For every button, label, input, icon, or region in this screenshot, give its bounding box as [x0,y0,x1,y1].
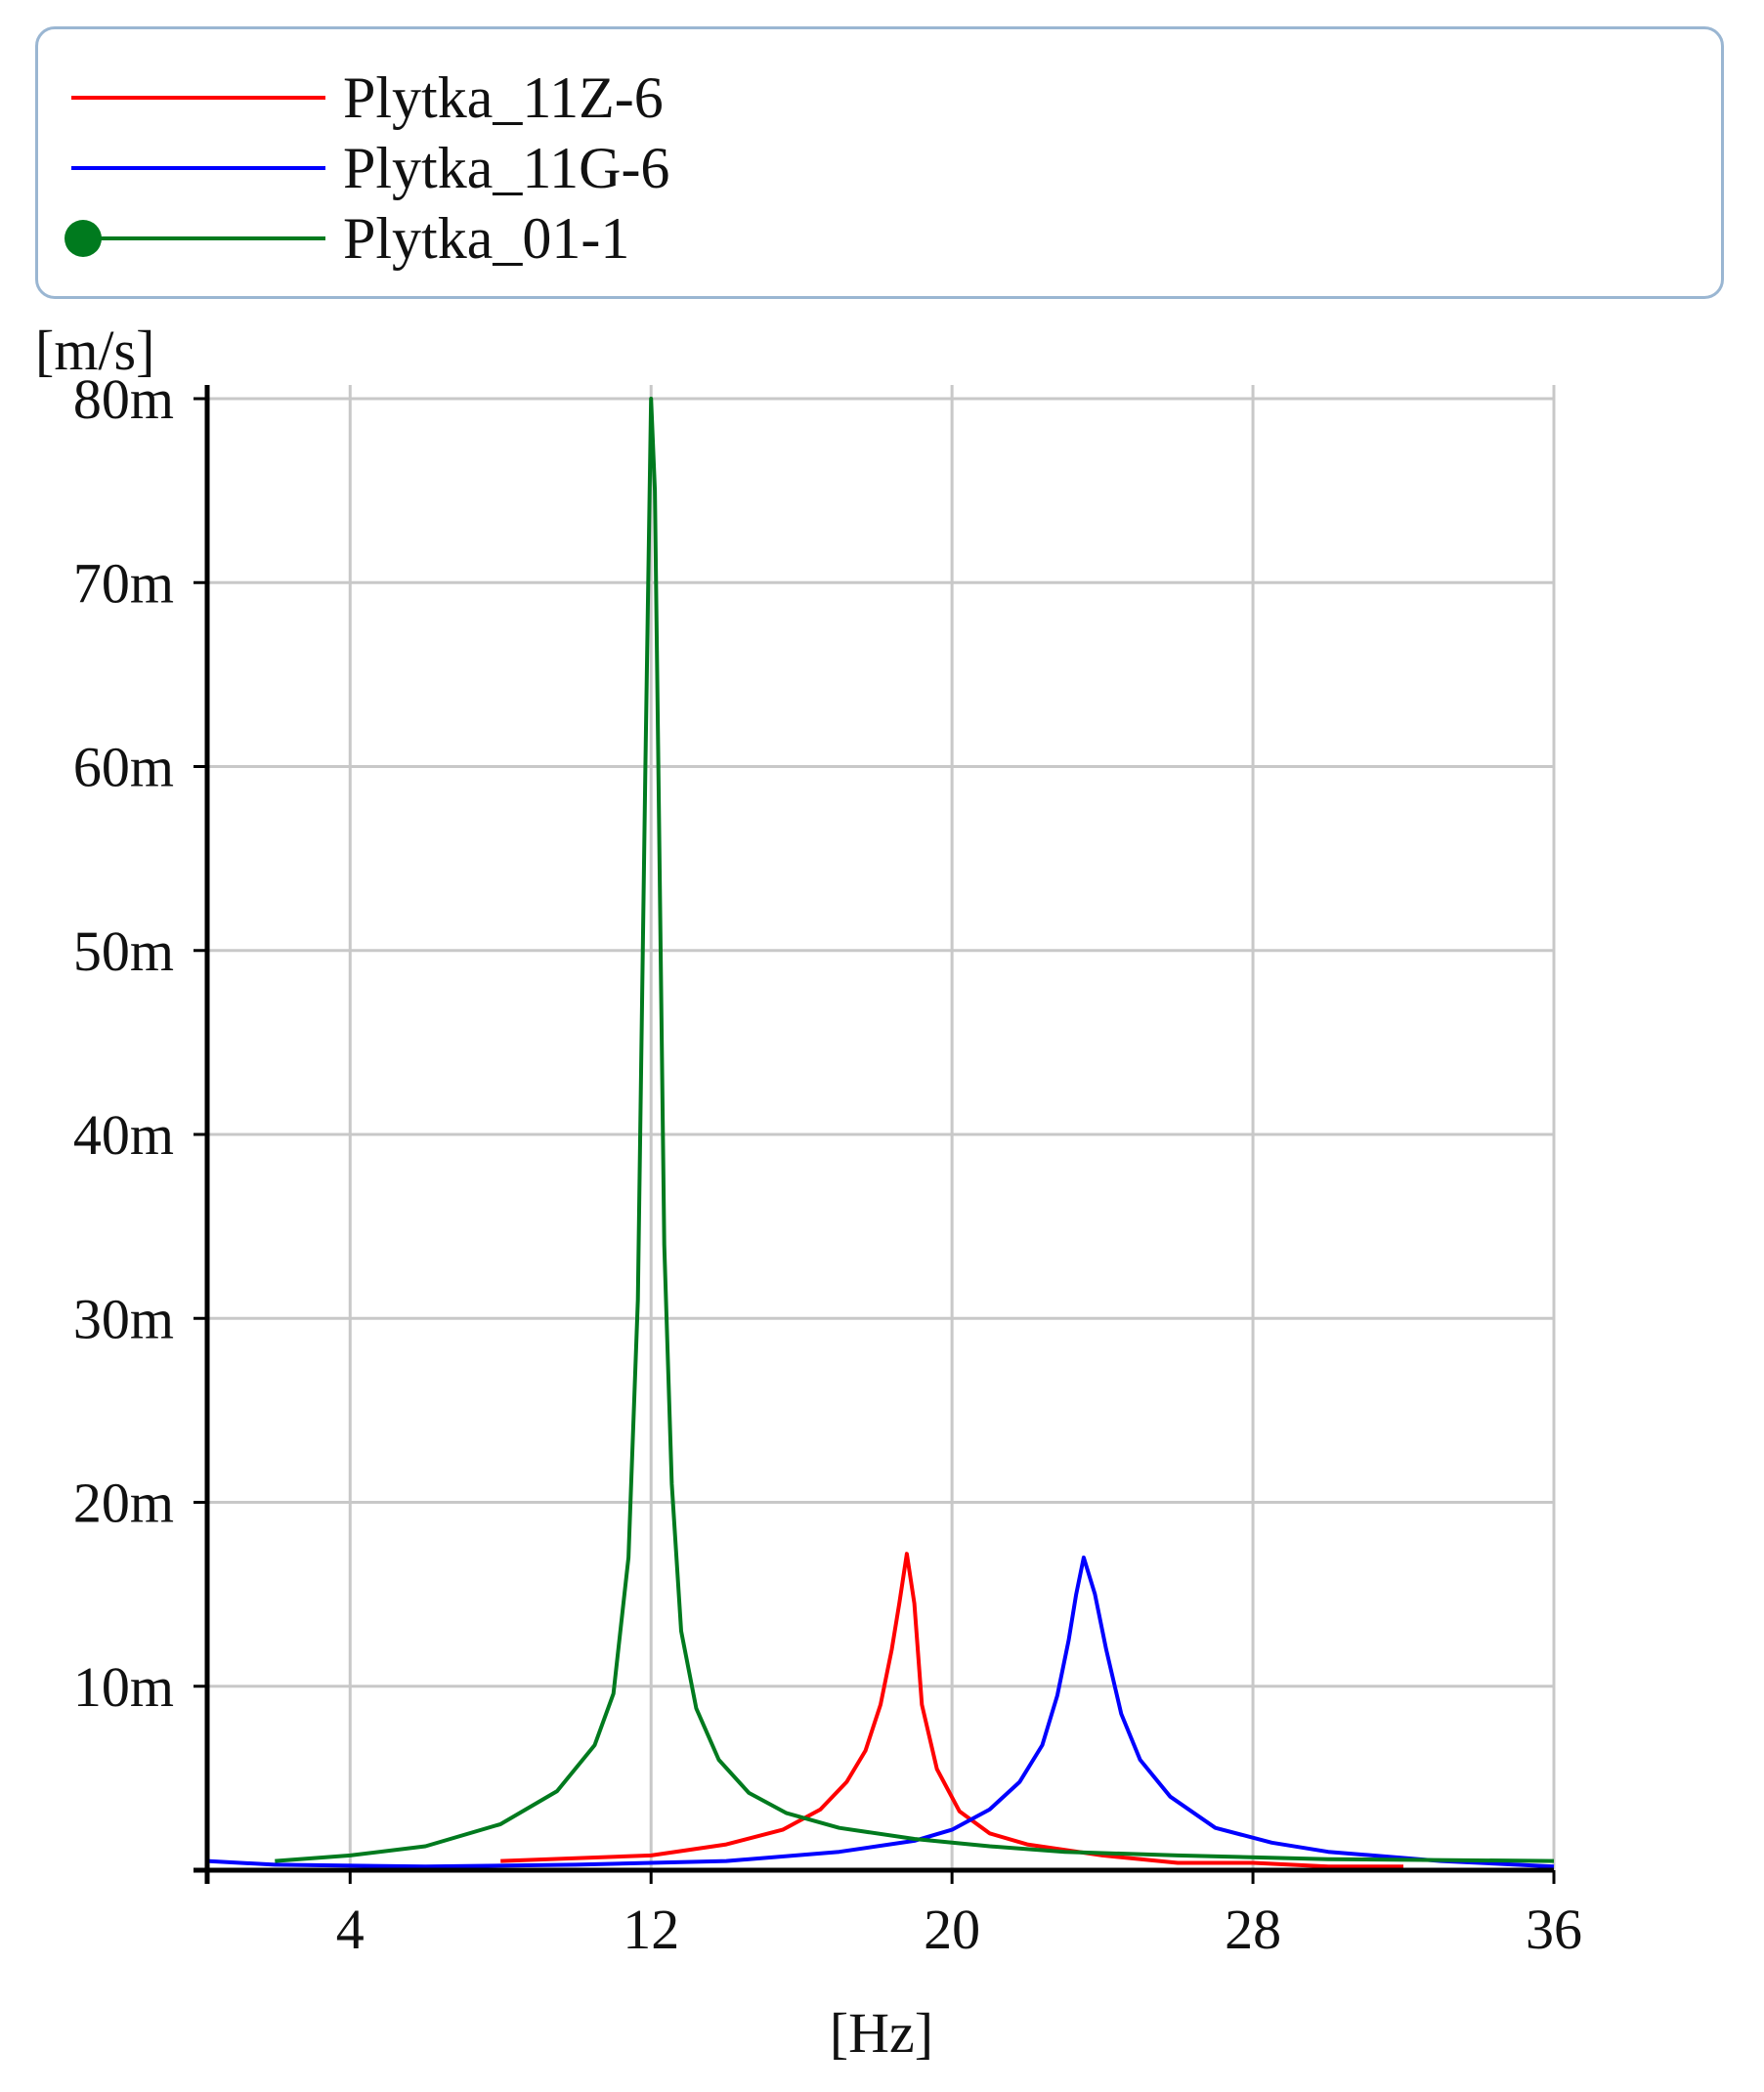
y-tick-label: 10m [73,1655,174,1719]
y-tick-label: 60m [73,736,174,799]
legend-line-swatch [71,166,325,170]
y-tick-label: 30m [73,1287,174,1350]
y-tick-label: 40m [73,1103,174,1167]
legend-entry-plytka-11z-6: Plytka_11Z-6 [38,59,1721,137]
series-line-3 [275,397,1555,1863]
y-tick-label: 80m [73,367,174,431]
x-tick-label: 20 [924,1898,980,1961]
series-line-1 [500,1552,1403,1869]
x-tick-label: 28 [1225,1898,1281,1961]
legend-entry-plytka-01-1: Plytka_01-1 [38,199,1721,278]
series-lines [206,397,1555,1869]
series-line-2 [206,1556,1555,1869]
x-tick-label: 4 [336,1898,365,1961]
axes [194,385,1556,1884]
y-tick-label: 50m [73,919,174,983]
x-tick-label: 36 [1526,1898,1582,1961]
tick-labels: 4 12 20 28 36 10m 20m 30m 40m 50m 60m 70m 80m [73,367,1582,1961]
y-tick-label: 20m [73,1472,174,1535]
legend-line-swatch [71,96,325,100]
legend-label: Plytka_01-1 [343,206,630,271]
x-axis-title: [Hz] [830,2001,933,2065]
chart-legend: Plytka_11Z-6 Plytka_11G-6 Plytka_01-1 [35,26,1724,299]
legend-line-swatch [65,220,325,257]
legend-dot-marker [65,220,102,257]
y-axis-title: [m/s] [35,319,154,382]
legend-label: Plytka_11G-6 [343,136,670,200]
gridlines [207,385,1556,1870]
legend-entry-plytka-11g-6: Plytka_11G-6 [38,129,1721,207]
y-tick-label: 70m [73,551,174,615]
x-tick-label: 12 [623,1898,679,1961]
legend-label: Plytka_11Z-6 [343,65,664,130]
